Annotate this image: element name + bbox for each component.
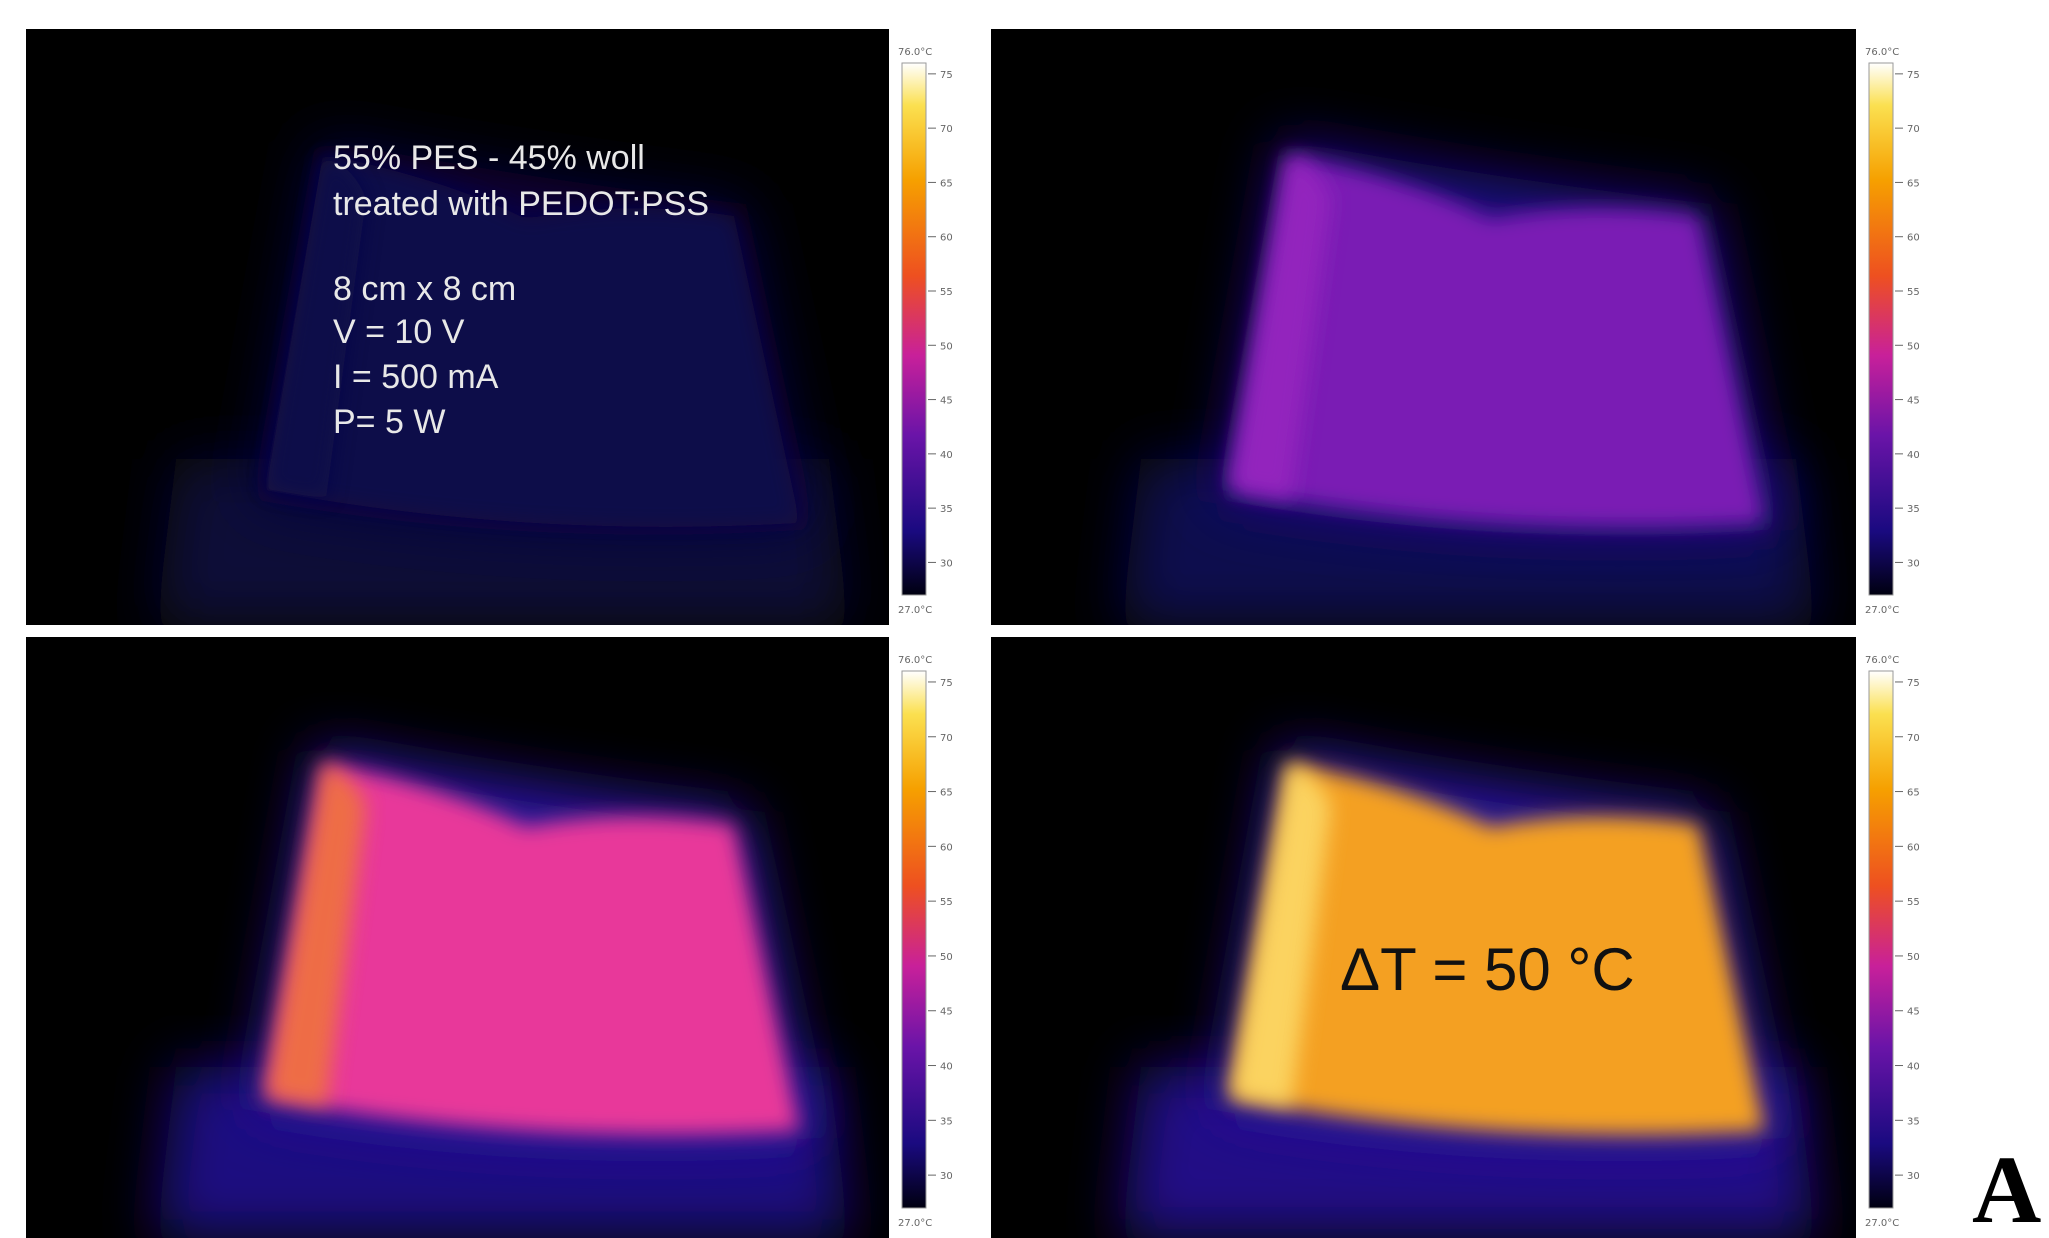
colorbar-tick-label: 60 bbox=[1907, 233, 1920, 244]
colorbar-tick-label: 70 bbox=[940, 733, 953, 744]
fabric bbox=[1229, 154, 1765, 527]
heat bbox=[1121, 139, 1816, 625]
colorbar bbox=[901, 670, 927, 1209]
colorbar-tick-label: 60 bbox=[940, 842, 953, 853]
annotation: 8 cm x 8 cm bbox=[333, 270, 516, 308]
colorbar-tick-label: 40 bbox=[1907, 1062, 1920, 1073]
colorbar-tick-label: 30 bbox=[940, 558, 953, 569]
thermal-panel: 76.0°C 27.0°C 30 35 40 45 50 55 60 65 70 75 bbox=[26, 637, 987, 1238]
fabric bbox=[1229, 762, 1765, 1135]
colorbar-tick-label: 70 bbox=[940, 124, 953, 135]
colorbar-tick-label: 35 bbox=[940, 1116, 953, 1127]
colorbar-tick-label: 55 bbox=[1907, 287, 1920, 298]
colorbar bbox=[1868, 670, 1894, 1209]
colorbar-tick-label: 30 bbox=[1907, 1171, 1920, 1182]
fabric bbox=[264, 154, 800, 527]
colorbar bbox=[901, 62, 927, 596]
colorbar-tick-label: 60 bbox=[940, 233, 953, 244]
colorbar-min: 27.0°C bbox=[1865, 1218, 1899, 1229]
colorbar-max: 76.0°C bbox=[898, 47, 932, 58]
colorbar-tick-label: 75 bbox=[1907, 678, 1920, 689]
colorbar-tick-label: 60 bbox=[1907, 842, 1920, 853]
colorbar-max: 76.0°C bbox=[1865, 655, 1899, 666]
colorbar-tick-label: 35 bbox=[940, 504, 953, 515]
colorbar-tick-label: 35 bbox=[1907, 504, 1920, 515]
figure-label: A bbox=[1972, 1136, 2041, 1238]
colorbar-tick-label: 40 bbox=[940, 1062, 953, 1073]
colorbar bbox=[1868, 62, 1894, 596]
colorbar-tick-label: 45 bbox=[940, 396, 953, 407]
annotation: treated with PEDOT:PSS bbox=[333, 185, 709, 223]
fabric-hot-edge bbox=[266, 762, 366, 1107]
colorbar-tick-label: 50 bbox=[1907, 341, 1920, 352]
colorbar-tick-label: 50 bbox=[1907, 952, 1920, 963]
colorbar-min: 27.0°C bbox=[898, 1218, 932, 1229]
colorbar-tick-label: 40 bbox=[940, 450, 953, 461]
colorbar-tick-label: 30 bbox=[940, 1171, 953, 1182]
annotation: P= 5 W bbox=[333, 403, 445, 441]
colorbar-max: 76.0°C bbox=[898, 655, 932, 666]
colorbar-min: 27.0°C bbox=[1865, 605, 1899, 616]
colorbar-tick-label: 65 bbox=[1907, 788, 1920, 799]
colorbar-tick-label: 70 bbox=[1907, 124, 1920, 135]
colorbar-tick-label: 65 bbox=[940, 178, 953, 189]
annotation: I = 500 mA bbox=[333, 358, 499, 396]
colorbar-tick-label: 45 bbox=[1907, 396, 1920, 407]
colorbar-tick-label: 75 bbox=[940, 678, 953, 689]
fabric-hot-edge bbox=[1231, 762, 1331, 1107]
colorbar-tick-label: 45 bbox=[1907, 1007, 1920, 1018]
colorbar-tick-label: 75 bbox=[940, 70, 953, 81]
colorbar-tick-label: 40 bbox=[1907, 450, 1920, 461]
annotation: 55% PES - 45% woll bbox=[333, 139, 645, 177]
thermal-panel: 76.0°C 27.0°C 30 35 40 45 50 55 60 65 70 75 bbox=[26, 29, 987, 625]
colorbar-tick-label: 50 bbox=[940, 952, 953, 963]
heat bbox=[156, 747, 849, 1238]
fabric-hot-edge bbox=[1231, 154, 1331, 499]
delta-t: ΔT = 50 °C bbox=[1340, 936, 1635, 1003]
colorbar-tick-label: 65 bbox=[940, 788, 953, 799]
colorbar-tick-label: 50 bbox=[940, 341, 953, 352]
fabric-hot-edge bbox=[266, 154, 366, 499]
colorbar-min: 27.0°C bbox=[898, 605, 932, 616]
colorbar-tick-label: 45 bbox=[940, 1007, 953, 1018]
colorbar-tick-label: 65 bbox=[1907, 178, 1920, 189]
colorbar-tick-label: 70 bbox=[1907, 733, 1920, 744]
thermal-panel: 76.0°C 27.0°C 30 35 40 45 50 55 60 65 70 75 bbox=[991, 29, 1954, 625]
colorbar-tick-label: 35 bbox=[1907, 1116, 1920, 1127]
colorbar-tick-label: 55 bbox=[1907, 897, 1920, 908]
annotation: V = 10 V bbox=[333, 313, 465, 351]
fabric bbox=[264, 762, 800, 1135]
colorbar-max: 76.0°C bbox=[1865, 47, 1899, 58]
colorbar-tick-label: 55 bbox=[940, 897, 953, 908]
colorbar-tick-label: 55 bbox=[940, 287, 953, 298]
colorbar-tick-label: 75 bbox=[1907, 70, 1920, 81]
colorbar-tick-label: 30 bbox=[1907, 558, 1920, 569]
thermal-panel: 76.0°C 27.0°C 30 35 40 45 50 55 60 65 70 75 bbox=[991, 637, 1954, 1238]
heat bbox=[1121, 747, 1816, 1238]
heat bbox=[156, 139, 849, 625]
